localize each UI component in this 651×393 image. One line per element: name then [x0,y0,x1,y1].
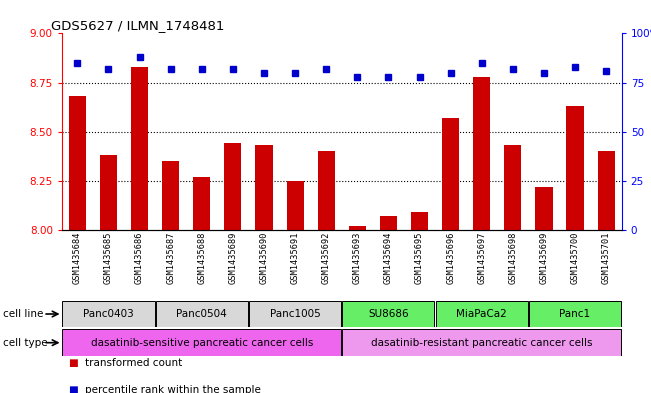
Text: SU8686: SU8686 [368,309,409,319]
Text: GSM1435693: GSM1435693 [353,231,362,284]
Text: dasatinib-sensitive pancreatic cancer cells: dasatinib-sensitive pancreatic cancer ce… [90,338,313,348]
Text: Panc1005: Panc1005 [270,309,320,319]
Text: ■: ■ [68,358,78,368]
Bar [442,118,459,230]
Bar [318,151,335,230]
Text: GSM1435686: GSM1435686 [135,231,144,284]
Text: GSM1435687: GSM1435687 [166,231,175,284]
Text: transformed count: transformed count [85,358,182,368]
Text: dasatinib-resistant pancreatic cancer cells: dasatinib-resistant pancreatic cancer ce… [371,338,592,348]
Bar [249,301,341,327]
Bar [193,177,210,230]
Text: GDS5627 / ILMN_1748481: GDS5627 / ILMN_1748481 [51,19,224,32]
Text: GSM1435691: GSM1435691 [290,231,299,284]
Text: GSM1435701: GSM1435701 [602,231,611,284]
Text: GSM1435699: GSM1435699 [540,231,548,284]
Text: GSM1435689: GSM1435689 [229,231,238,284]
Bar [566,106,583,230]
Text: GSM1435690: GSM1435690 [260,231,268,284]
Text: MiaPaCa2: MiaPaCa2 [456,309,507,319]
Text: Panc0504: Panc0504 [176,309,227,319]
Bar [529,301,621,327]
Text: Panc0403: Panc0403 [83,309,134,319]
Text: GSM1435698: GSM1435698 [508,231,518,284]
Text: percentile rank within the sample: percentile rank within the sample [85,385,260,393]
Text: ■: ■ [68,385,78,393]
Bar [473,77,490,230]
Text: GSM1435694: GSM1435694 [384,231,393,284]
Bar [598,151,615,230]
Bar [255,145,273,230]
Bar [62,329,341,356]
Bar [162,161,179,230]
Bar [436,301,528,327]
Text: GSM1435700: GSM1435700 [570,231,579,284]
Bar [225,143,242,230]
Text: GSM1435685: GSM1435685 [104,231,113,284]
Text: Panc1: Panc1 [559,309,590,319]
Text: GSM1435697: GSM1435697 [477,231,486,284]
Bar [505,145,521,230]
Bar [69,96,86,230]
Text: cell line: cell line [3,309,44,319]
Text: GSM1435695: GSM1435695 [415,231,424,284]
Text: cell type: cell type [3,338,48,348]
Text: GSM1435688: GSM1435688 [197,231,206,284]
Bar [535,187,553,230]
Bar [411,212,428,230]
Bar [62,301,154,327]
Bar [342,301,434,327]
Bar [131,67,148,230]
Bar [156,301,248,327]
Bar [380,216,397,230]
Text: GSM1435692: GSM1435692 [322,231,331,284]
Text: GSM1435696: GSM1435696 [446,231,455,284]
Bar [349,226,366,230]
Bar [286,181,303,230]
Bar [100,155,117,230]
Text: GSM1435684: GSM1435684 [73,231,82,284]
Bar [342,329,621,356]
